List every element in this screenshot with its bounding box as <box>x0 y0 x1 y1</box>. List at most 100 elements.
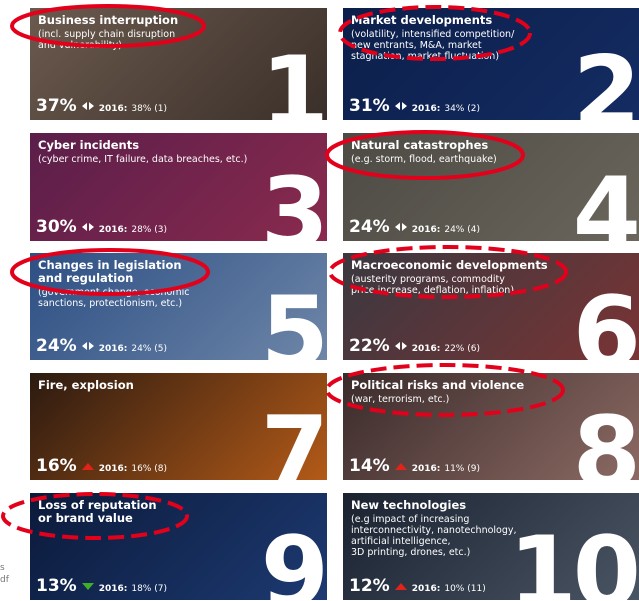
risk-tile: 4 Natural catastrophes (e.g. storm, flood,… <box>343 133 639 241</box>
year-label: 2016: <box>411 344 441 354</box>
previous: 24% (4) <box>444 225 480 235</box>
share: 31% <box>349 96 390 116</box>
risk-subtitle: (e.g impact of increasing interconnectivi… <box>351 514 517 558</box>
risk-subtitle: (cyber crime, IT failure, data breaches,… <box>38 154 247 165</box>
trend-icon <box>81 342 94 350</box>
year-label: 2016: <box>411 464 441 474</box>
previous: 34% (2) <box>444 104 480 114</box>
title-line: Fire, explosion <box>38 378 134 392</box>
risk-stats: 24% 2016: 24% (4) <box>349 217 480 237</box>
risk-title: Changes in legislation and regulation <box>38 259 182 285</box>
risk-title: Business interruption <box>38 14 178 27</box>
title-line: Political risks and violence <box>351 378 525 392</box>
title-line: or brand value <box>38 511 133 525</box>
rank-number: 10 <box>508 516 639 600</box>
year-label: 2016: <box>98 225 128 235</box>
title-line: Business interruption <box>38 13 179 27</box>
subtitle-line: price increase, deflation, inflation) <box>351 285 515 296</box>
rank-number: 1 <box>260 36 327 120</box>
subtitle-line: (volatility, intensified competition/ <box>351 29 515 40</box>
previous: 38% (1) <box>131 104 167 114</box>
risk-title: Natural catastrophes <box>351 139 488 152</box>
risk-title: Market developments <box>351 14 492 27</box>
subtitle-line: (e.g impact of increasing <box>351 514 470 525</box>
subtitle-line: (e.g. storm, flood, earthquake) <box>351 154 497 165</box>
trend-icon <box>81 583 94 590</box>
subtitle-line: new entrants, M&A, market <box>351 40 482 51</box>
previous: 18% (7) <box>131 584 167 594</box>
risk-tile: 8 Political risks and violence (war, terro… <box>343 373 639 480</box>
risk-stats: 16% 2016: 16% (8) <box>36 456 167 476</box>
share: 24% <box>36 336 77 356</box>
risk-title: New technologies <box>351 499 466 512</box>
subtitle-line: stagnation, market fluctuation) <box>351 51 500 62</box>
risk-subtitle: (government change, economic sanctions, p… <box>38 287 189 309</box>
trend-icon <box>81 223 94 231</box>
risk-stats: 31% 2016: 34% (2) <box>349 96 480 116</box>
share: 12% <box>349 576 390 596</box>
subtitle-line: and vulnerability) <box>38 40 122 51</box>
risk-tile: 10 New technologies (e.g impact of increas… <box>343 493 639 600</box>
share: 16% <box>36 456 77 476</box>
risk-subtitle: (e.g. storm, flood, earthquake) <box>351 154 497 165</box>
risk-tile: 3 Cyber incidents (cyber crime, IT failure… <box>30 133 327 241</box>
risk-stats: 24% 2016: 24% (5) <box>36 336 167 356</box>
trend-icon <box>394 102 407 110</box>
title-line: Cyber incidents <box>38 138 140 152</box>
title-line: Market developments <box>351 13 493 27</box>
share: 24% <box>349 217 390 237</box>
title-line: and regulation <box>38 271 134 285</box>
subtitle-line: (austerity programs, commodity <box>351 274 505 285</box>
share: 14% <box>349 456 390 476</box>
previous: 10% (11) <box>444 584 486 594</box>
rank-number: 3 <box>260 157 327 241</box>
risk-title: Cyber incidents <box>38 139 139 152</box>
year-label: 2016: <box>98 464 128 474</box>
rank-number: 6 <box>572 276 639 360</box>
previous: 16% (8) <box>131 464 167 474</box>
risk-stats: 22% 2016: 22% (6) <box>349 336 480 356</box>
year-label: 2016: <box>98 584 128 594</box>
share: 30% <box>36 217 77 237</box>
previous: 22% (6) <box>444 344 480 354</box>
risk-subtitle: (war, terrorism, etc.) <box>351 394 449 405</box>
subtitle-line: (cyber crime, IT failure, data breaches,… <box>38 154 248 165</box>
risk-stats: 12% 2016: 10% (11) <box>349 576 486 596</box>
risk-stats: 14% 2016: 11% (9) <box>349 456 480 476</box>
risk-subtitle: (volatility, intensified competition/new… <box>351 29 514 62</box>
subtitle-line: (war, terrorism, etc.) <box>351 394 450 405</box>
risk-tile: 6 Macroeconomic developments (austerity pr… <box>343 253 639 360</box>
risk-tile: 1 Business interruption (incl. supply chai… <box>30 8 327 120</box>
risk-title: Fire, explosion <box>38 379 134 392</box>
share: 13% <box>36 576 77 596</box>
year-label: 2016: <box>98 104 128 114</box>
trend-icon <box>394 583 407 590</box>
subtitle-line: interconnectivity, nanotechnology, <box>351 525 517 536</box>
trend-icon <box>394 463 407 470</box>
previous: 28% (3) <box>131 225 167 235</box>
rank-number: 7 <box>260 396 327 480</box>
previous: 11% (9) <box>444 464 480 474</box>
rank-number: 5 <box>260 276 327 360</box>
trend-icon <box>81 463 94 470</box>
year-label: 2016: <box>98 344 128 354</box>
year-label: 2016: <box>411 584 441 594</box>
title-line: New technologies <box>351 498 467 512</box>
title-line: Natural catastrophes <box>351 138 489 152</box>
risk-subtitle: (austerity programs, commodity price incr… <box>351 274 514 296</box>
title-line: Macroeconomic developments <box>351 258 548 272</box>
share: 37% <box>36 96 77 116</box>
trend-icon <box>81 102 94 110</box>
rank-number: 8 <box>572 396 639 480</box>
risk-tile: 2 Market developments (volatility, intensi… <box>343 8 639 120</box>
trend-icon <box>394 342 407 350</box>
year-label: 2016: <box>411 225 441 235</box>
risk-subtitle: (incl. supply chain disruption and vulner… <box>38 29 175 51</box>
risk-title: Macroeconomic developments <box>351 259 548 272</box>
share: 22% <box>349 336 390 356</box>
year-label: 2016: <box>411 104 441 114</box>
risk-stats: 13% 2016: 18% (7) <box>36 576 167 596</box>
subtitle-line: 3D printing, drones, etc.) <box>351 547 471 558</box>
risk-tile: 7 Fire, explosion 16% 2016: 16% (8) <box>30 373 327 480</box>
